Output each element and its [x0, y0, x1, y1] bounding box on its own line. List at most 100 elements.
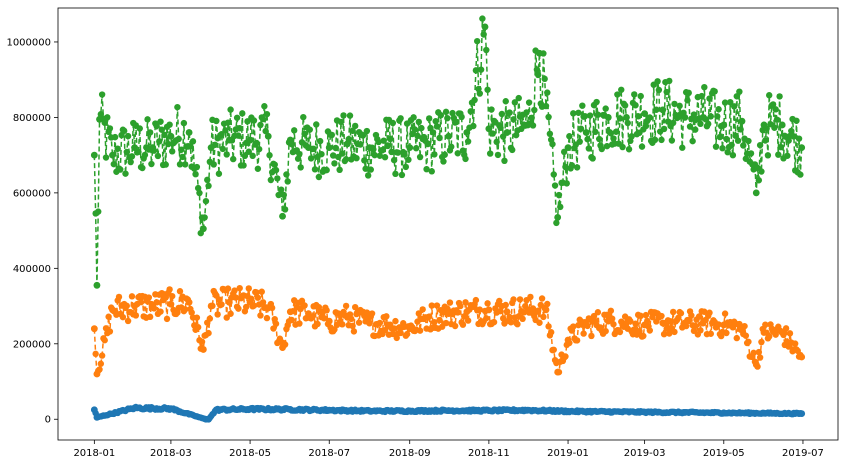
- series-1-point: [477, 66, 485, 73]
- series-1-point: [101, 119, 108, 126]
- series-1-data-point: [554, 214, 562, 221]
- series-1-point: [189, 138, 197, 145]
- series-1-point: [737, 126, 744, 133]
- series-1-point: [474, 37, 481, 45]
- series-1-point: [219, 145, 227, 153]
- series-2-point: [688, 312, 695, 319]
- series-1-point: [331, 160, 338, 167]
- series-2-data-point: [720, 321, 728, 329]
- series-2-point: [677, 310, 685, 317]
- series-2-data-point: [798, 353, 806, 361]
- series-2-data-point: [149, 302, 157, 310]
- x-tick-label: 2018-03: [150, 448, 192, 459]
- series-2-point: [499, 315, 507, 322]
- series-1-point: [432, 118, 439, 125]
- series-1-point: [148, 160, 155, 168]
- series-1-point: [158, 126, 166, 133]
- series-2-point: [540, 313, 547, 321]
- series-2-point: [502, 301, 509, 309]
- series-1-point: [488, 106, 495, 113]
- series-1-point: [775, 151, 782, 158]
- series-1-point: [332, 144, 339, 152]
- series-1-point: [255, 145, 263, 153]
- series-2-point: [257, 312, 264, 319]
- series-1-point: [316, 137, 324, 145]
- series-1-point: [436, 134, 443, 142]
- series-2-point: [786, 330, 794, 337]
- series-1-point: [413, 145, 420, 152]
- series-1-point: [616, 115, 624, 122]
- series-1-data-point: [485, 125, 493, 133]
- series-1-point: [389, 119, 397, 127]
- series-2-point: [342, 302, 350, 310]
- series-2-point: [428, 302, 435, 309]
- series-1-point: [337, 118, 345, 126]
- series-1-point: [498, 110, 506, 118]
- series-1-point: [729, 151, 737, 159]
- series-1-data-point: [325, 144, 333, 152]
- series-1-point: [758, 168, 765, 175]
- series-1-point: [515, 94, 522, 102]
- series-1-point: [352, 122, 359, 130]
- series-1-data-point: [225, 136, 233, 144]
- series-1-point: [511, 99, 519, 106]
- series-2-point: [459, 321, 467, 328]
- series-1-point: [544, 89, 551, 96]
- series-1-point: [180, 119, 188, 127]
- series-2-point: [562, 353, 569, 360]
- series-1-point: [323, 166, 330, 174]
- series-2-point: [514, 320, 521, 328]
- series-1-point: [423, 165, 430, 173]
- y-tick-label: 600000: [13, 188, 51, 199]
- series-2-point: [610, 321, 617, 328]
- series-1-point: [401, 151, 408, 158]
- series-2-point: [194, 324, 202, 331]
- series-2-point: [181, 306, 189, 313]
- series-3-data-point: [445, 407, 453, 414]
- series-1-data-point: [760, 121, 768, 129]
- series-1-point: [637, 92, 644, 100]
- series-1-point: [379, 147, 386, 154]
- series-3-data-point: [681, 409, 689, 416]
- series-1-point: [111, 133, 119, 141]
- series-2-point: [254, 294, 262, 301]
- series-1-data-point: [604, 114, 612, 121]
- series-1-data-point: [738, 117, 746, 125]
- series-2-point: [242, 303, 250, 311]
- series-2-point: [263, 314, 271, 322]
- x-tick-label: 2019-03: [624, 448, 666, 459]
- series-1-point: [705, 120, 712, 128]
- series-1-data-point: [246, 136, 254, 144]
- series-1-point: [187, 143, 194, 150]
- series-2-point: [123, 302, 130, 310]
- series-1-point: [141, 151, 149, 159]
- series-1-point: [249, 152, 256, 160]
- series-3-data-point: [564, 407, 572, 415]
- series-1-point: [715, 106, 722, 113]
- series-1-point: [202, 197, 210, 205]
- series-1-point: [509, 146, 516, 154]
- series-1-point: [454, 150, 461, 157]
- series-1-point: [169, 148, 176, 155]
- series-1-point: [712, 143, 720, 150]
- series-1-point: [444, 114, 451, 122]
- series-1-point: [342, 156, 350, 163]
- series-1-point: [555, 191, 563, 199]
- series-2-point: [573, 337, 581, 344]
- series-1-point: [296, 150, 303, 158]
- series-1-point: [431, 151, 438, 158]
- series-2-point: [695, 313, 703, 320]
- series-1-point: [618, 86, 625, 93]
- series-1-point: [549, 140, 556, 148]
- series-1-point: [523, 109, 530, 116]
- series-1-point: [654, 78, 661, 85]
- series-1-point: [529, 122, 537, 129]
- series-2-point: [403, 330, 411, 338]
- series-1-point: [610, 135, 617, 142]
- series-2-point: [416, 327, 424, 334]
- series-2-point: [436, 316, 443, 324]
- y-tick-label: 200000: [13, 339, 51, 350]
- series-2-data-point: [623, 319, 630, 327]
- series-1-point: [227, 106, 234, 113]
- series-2-point: [389, 330, 397, 338]
